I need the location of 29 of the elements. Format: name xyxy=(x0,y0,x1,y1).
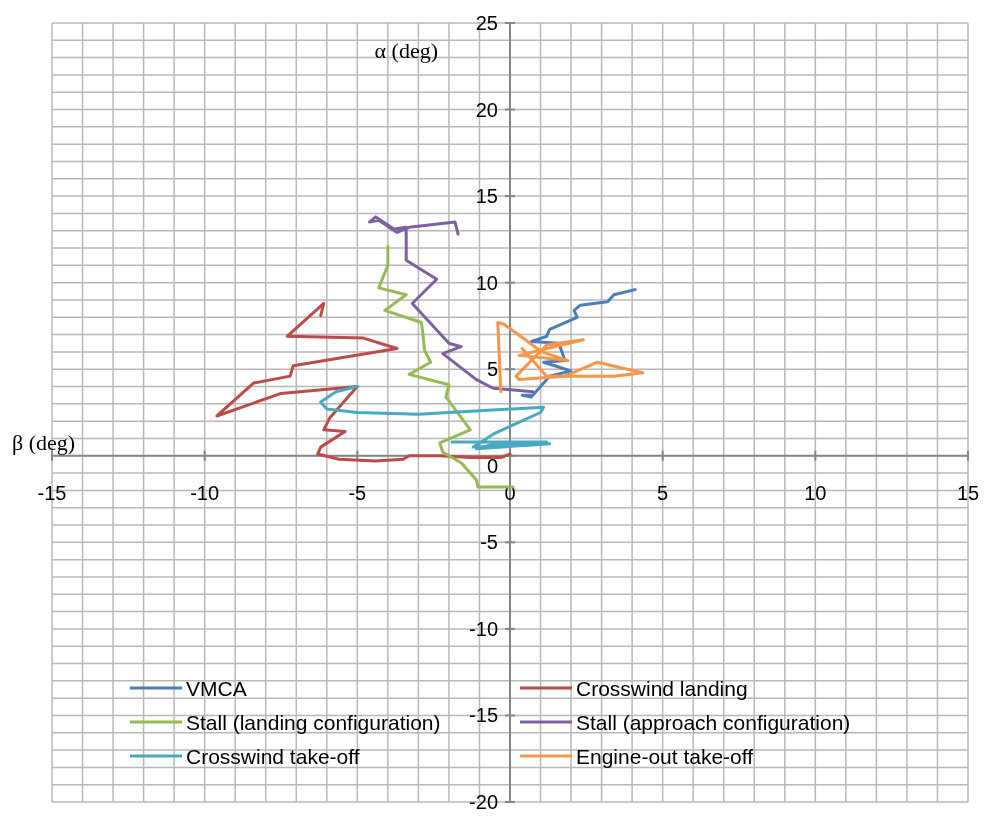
y-tick-label: -20 xyxy=(469,791,498,813)
line-series xyxy=(319,385,552,451)
legend-label: Crosswind landing xyxy=(576,677,748,700)
y-tick-label: -15 xyxy=(469,704,498,727)
legend-label: Stall (approach configuration) xyxy=(576,711,851,734)
x-tick-label: 15 xyxy=(956,481,980,504)
x-tick-label: -10 xyxy=(190,481,220,504)
y-tick-label: 20 xyxy=(475,98,498,121)
x-tick-label: 10 xyxy=(804,481,827,504)
y-tick-label: -10 xyxy=(469,617,498,640)
x-tick-label: -15 xyxy=(37,481,67,504)
y-axis-title: α (deg) xyxy=(374,37,438,63)
x-axis-title: β (deg) xyxy=(12,429,76,455)
legend-label: Stall (landing configuration) xyxy=(186,711,441,734)
line-series xyxy=(368,215,535,394)
x-tick-label: -5 xyxy=(348,481,367,504)
y-tick-label: 10 xyxy=(475,271,498,294)
line-series xyxy=(520,288,637,399)
line-series xyxy=(377,244,515,489)
y-tick-label: 15 xyxy=(475,185,498,208)
y-tick-label: -5 xyxy=(480,531,498,554)
y-tick-label: 0 xyxy=(486,454,498,477)
legend-label: VMCA xyxy=(186,677,247,700)
y-tick-label: 5 xyxy=(486,358,498,381)
x-tick-label: 5 xyxy=(657,481,669,504)
y-tick-label: 25 xyxy=(475,12,498,34)
legend-label: Engine-out take-off xyxy=(576,745,754,768)
line-series xyxy=(496,320,645,394)
legend-label: Crosswind take-off xyxy=(186,745,360,768)
